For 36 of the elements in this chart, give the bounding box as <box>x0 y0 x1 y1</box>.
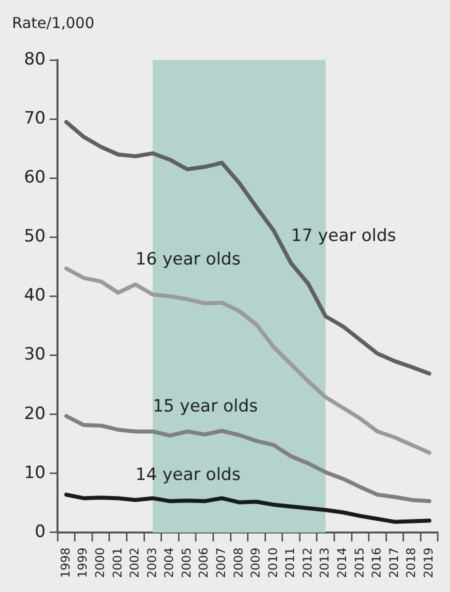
x-tick-label: 2001 <box>110 547 124 578</box>
x-tick-label: 2012 <box>300 547 314 578</box>
x-tick-label: 2011 <box>283 547 298 578</box>
x-tick-label: 2003 <box>144 547 159 578</box>
x-tick-label: 2006 <box>196 547 211 578</box>
x-tick-label: 2018 <box>404 547 418 578</box>
x-tick-label: 2007 <box>214 547 228 578</box>
x-tick-label: 1998 <box>58 547 72 578</box>
x-tick-label: 2014 <box>335 547 350 578</box>
y-tick-label: 0 <box>34 522 46 542</box>
x-tick-label: 2016 <box>370 547 384 578</box>
y-tick-label: 70 <box>24 108 46 128</box>
y-axis-title: Rate/1,000 <box>12 14 94 32</box>
x-tick-label: 2000 <box>92 547 107 578</box>
series-label: 15 year olds <box>152 396 258 416</box>
x-tick-label: 2009 <box>248 547 263 578</box>
x-tick-label: 2008 <box>231 547 246 578</box>
series-label: 17 year olds <box>291 226 396 246</box>
x-tick-label: 2002 <box>128 547 142 578</box>
y-tick-label: 80 <box>24 49 46 70</box>
x-tick-label: 2015 <box>352 547 366 578</box>
x-tick-label: 2013 <box>318 547 332 578</box>
y-tick-label: 30 <box>24 344 46 365</box>
x-tick-label: 2010 <box>266 547 280 578</box>
y-tick-label: 20 <box>24 404 46 424</box>
y-tick-label: 40 <box>24 286 46 306</box>
series-label: 14 year olds <box>135 464 241 485</box>
x-tick-label: 2005 <box>179 547 194 578</box>
x-tick-label: 2019 <box>421 547 436 578</box>
x-tick-label: 2017 <box>386 547 401 578</box>
y-tick-label: 60 <box>24 168 46 188</box>
x-tick-label: 1999 <box>76 547 90 578</box>
y-tick-label: 50 <box>24 226 46 247</box>
x-tick-label: 2004 <box>162 547 176 578</box>
series-label: 16 year olds <box>135 249 241 270</box>
y-tick-label: 10 <box>24 462 46 483</box>
